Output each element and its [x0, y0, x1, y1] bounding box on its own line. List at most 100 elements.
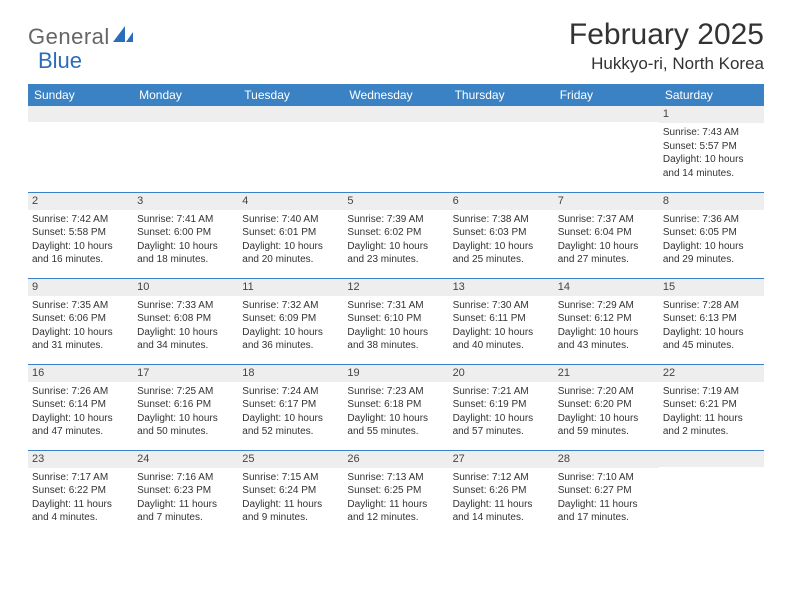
calendar-cell [449, 106, 554, 192]
daylight-text-1: Daylight: 11 hours [137, 498, 234, 512]
daylight-text-2: and 16 minutes. [32, 253, 129, 267]
location-label: Hukkyo-ri, North Korea [569, 54, 764, 74]
calendar-cell: 13Sunrise: 7:30 AMSunset: 6:11 PMDayligh… [449, 278, 554, 364]
day-info: Sunrise: 7:20 AMSunset: 6:20 PMDaylight:… [554, 382, 659, 441]
calendar-cell: 9Sunrise: 7:35 AMSunset: 6:06 PMDaylight… [28, 278, 133, 364]
day-number: 7 [554, 193, 659, 210]
calendar-cell [554, 106, 659, 192]
day-info: Sunrise: 7:17 AMSunset: 6:22 PMDaylight:… [28, 468, 133, 527]
sunset-text: Sunset: 6:01 PM [242, 226, 339, 240]
calendar-cell: 7Sunrise: 7:37 AMSunset: 6:04 PMDaylight… [554, 192, 659, 278]
daylight-text-2: and 17 minutes. [558, 511, 655, 525]
calendar-cell: 24Sunrise: 7:16 AMSunset: 6:23 PMDayligh… [133, 450, 238, 536]
sunset-text: Sunset: 6:09 PM [242, 312, 339, 326]
day-number: 19 [343, 365, 448, 382]
day-number: 10 [133, 279, 238, 296]
sunrise-text: Sunrise: 7:26 AM [32, 385, 129, 399]
day-number: 26 [343, 451, 448, 468]
sunrise-text: Sunrise: 7:40 AM [242, 213, 339, 227]
calendar-table: Sunday Monday Tuesday Wednesday Thursday… [28, 84, 764, 536]
calendar-header-row: Sunday Monday Tuesday Wednesday Thursday… [28, 84, 764, 106]
daylight-text-2: and 14 minutes. [663, 167, 760, 181]
day-info: Sunrise: 7:38 AMSunset: 6:03 PMDaylight:… [449, 210, 554, 269]
brand-logo: General [28, 18, 136, 50]
calendar-row: 9Sunrise: 7:35 AMSunset: 6:06 PMDaylight… [28, 278, 764, 364]
day-number: 14 [554, 279, 659, 296]
sunset-text: Sunset: 6:13 PM [663, 312, 760, 326]
daylight-text-1: Daylight: 11 hours [242, 498, 339, 512]
sunset-text: Sunset: 6:02 PM [347, 226, 444, 240]
daylight-text-1: Daylight: 10 hours [663, 240, 760, 254]
day-number: 15 [659, 279, 764, 296]
daylight-text-2: and 55 minutes. [347, 425, 444, 439]
sunset-text: Sunset: 6:18 PM [347, 398, 444, 412]
day-number: 16 [28, 365, 133, 382]
day-number: 22 [659, 365, 764, 382]
calendar-cell: 16Sunrise: 7:26 AMSunset: 6:14 PMDayligh… [28, 364, 133, 450]
day-number: 17 [133, 365, 238, 382]
day-info: Sunrise: 7:23 AMSunset: 6:18 PMDaylight:… [343, 382, 448, 441]
weekday-header: Thursday [449, 84, 554, 106]
calendar-cell [659, 450, 764, 536]
day-info: Sunrise: 7:16 AMSunset: 6:23 PMDaylight:… [133, 468, 238, 527]
sunrise-text: Sunrise: 7:24 AM [242, 385, 339, 399]
calendar-cell: 17Sunrise: 7:25 AMSunset: 6:16 PMDayligh… [133, 364, 238, 450]
calendar-cell [133, 106, 238, 192]
day-info: Sunrise: 7:39 AMSunset: 6:02 PMDaylight:… [343, 210, 448, 269]
day-number: 8 [659, 193, 764, 210]
day-info: Sunrise: 7:31 AMSunset: 6:10 PMDaylight:… [343, 296, 448, 355]
sunrise-text: Sunrise: 7:41 AM [137, 213, 234, 227]
day-number [449, 106, 554, 122]
day-number: 3 [133, 193, 238, 210]
daylight-text-2: and 29 minutes. [663, 253, 760, 267]
daylight-text-1: Daylight: 10 hours [347, 326, 444, 340]
daylight-text-1: Daylight: 11 hours [558, 498, 655, 512]
title-block: February 2025 Hukkyo-ri, North Korea [569, 18, 764, 74]
calendar-cell: 22Sunrise: 7:19 AMSunset: 6:21 PMDayligh… [659, 364, 764, 450]
daylight-text-2: and 7 minutes. [137, 511, 234, 525]
day-info: Sunrise: 7:25 AMSunset: 6:16 PMDaylight:… [133, 382, 238, 441]
sunrise-text: Sunrise: 7:28 AM [663, 299, 760, 313]
daylight-text-2: and 36 minutes. [242, 339, 339, 353]
day-number: 20 [449, 365, 554, 382]
sunset-text: Sunset: 6:11 PM [453, 312, 550, 326]
day-number: 25 [238, 451, 343, 468]
sunrise-text: Sunrise: 7:23 AM [347, 385, 444, 399]
sunset-text: Sunset: 6:06 PM [32, 312, 129, 326]
calendar-cell: 1Sunrise: 7:43 AMSunset: 5:57 PMDaylight… [659, 106, 764, 192]
day-number: 5 [343, 193, 448, 210]
daylight-text-1: Daylight: 10 hours [137, 412, 234, 426]
sunrise-text: Sunrise: 7:29 AM [558, 299, 655, 313]
daylight-text-1: Daylight: 10 hours [663, 326, 760, 340]
sunset-text: Sunset: 6:22 PM [32, 484, 129, 498]
calendar-row: 2Sunrise: 7:42 AMSunset: 5:58 PMDaylight… [28, 192, 764, 278]
day-number: 18 [238, 365, 343, 382]
day-info: Sunrise: 7:35 AMSunset: 6:06 PMDaylight:… [28, 296, 133, 355]
sunrise-text: Sunrise: 7:10 AM [558, 471, 655, 485]
daylight-text-1: Daylight: 10 hours [663, 153, 760, 167]
sunset-text: Sunset: 6:03 PM [453, 226, 550, 240]
sunrise-text: Sunrise: 7:13 AM [347, 471, 444, 485]
calendar-cell: 27Sunrise: 7:12 AMSunset: 6:26 PMDayligh… [449, 450, 554, 536]
day-number: 6 [449, 193, 554, 210]
daylight-text-2: and 27 minutes. [558, 253, 655, 267]
sunset-text: Sunset: 5:57 PM [663, 140, 760, 154]
calendar-cell: 4Sunrise: 7:40 AMSunset: 6:01 PMDaylight… [238, 192, 343, 278]
day-number: 4 [238, 193, 343, 210]
day-info: Sunrise: 7:19 AMSunset: 6:21 PMDaylight:… [659, 382, 764, 441]
day-number: 21 [554, 365, 659, 382]
day-info: Sunrise: 7:12 AMSunset: 6:26 PMDaylight:… [449, 468, 554, 527]
calendar-cell: 10Sunrise: 7:33 AMSunset: 6:08 PMDayligh… [133, 278, 238, 364]
daylight-text-1: Daylight: 10 hours [32, 240, 129, 254]
calendar-cell: 5Sunrise: 7:39 AMSunset: 6:02 PMDaylight… [343, 192, 448, 278]
day-number: 27 [449, 451, 554, 468]
day-number: 12 [343, 279, 448, 296]
day-info: Sunrise: 7:42 AMSunset: 5:58 PMDaylight:… [28, 210, 133, 269]
weekday-header: Sunday [28, 84, 133, 106]
day-number: 28 [554, 451, 659, 468]
daylight-text-1: Daylight: 11 hours [663, 412, 760, 426]
sunset-text: Sunset: 6:23 PM [137, 484, 234, 498]
sunset-text: Sunset: 6:25 PM [347, 484, 444, 498]
sunset-text: Sunset: 6:19 PM [453, 398, 550, 412]
daylight-text-1: Daylight: 10 hours [558, 412, 655, 426]
